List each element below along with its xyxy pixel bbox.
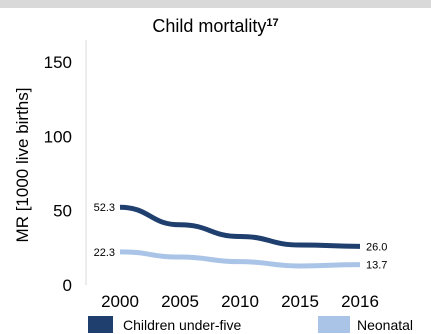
data-label: 52.3 <box>94 202 115 214</box>
legend-swatch-under-five <box>88 316 113 333</box>
data-label: 26.0 <box>366 241 387 253</box>
legend-label-neonatal: Neonatal <box>357 317 414 333</box>
data-label: 22.3 <box>94 247 115 259</box>
x-tick-label: 2005 <box>161 292 199 311</box>
series-line-under-five <box>119 204 361 249</box>
y-tick-label: 0 <box>63 276 72 295</box>
top-bar <box>0 0 431 8</box>
x-tick-label: 2000 <box>101 292 139 311</box>
data-label: 13.7 <box>366 260 387 272</box>
title-superscript: 17 <box>266 17 279 29</box>
x-tick-label: 2015 <box>281 292 319 311</box>
x-tick-label: 2010 <box>221 292 259 311</box>
y-tick-label: 100 <box>44 127 72 146</box>
x-tick-label: 2016 <box>341 292 379 311</box>
legend-label-under-five: Children under-five <box>123 317 242 333</box>
series-line-neonatal <box>119 249 361 269</box>
y-axis-label: MR [1000 live births] <box>13 88 32 243</box>
chart-title: Child mortality17 <box>152 16 279 36</box>
y-tick-label: 50 <box>53 202 72 221</box>
y-tick-label: 150 <box>44 53 72 72</box>
legend-swatch-neonatal <box>318 316 350 333</box>
